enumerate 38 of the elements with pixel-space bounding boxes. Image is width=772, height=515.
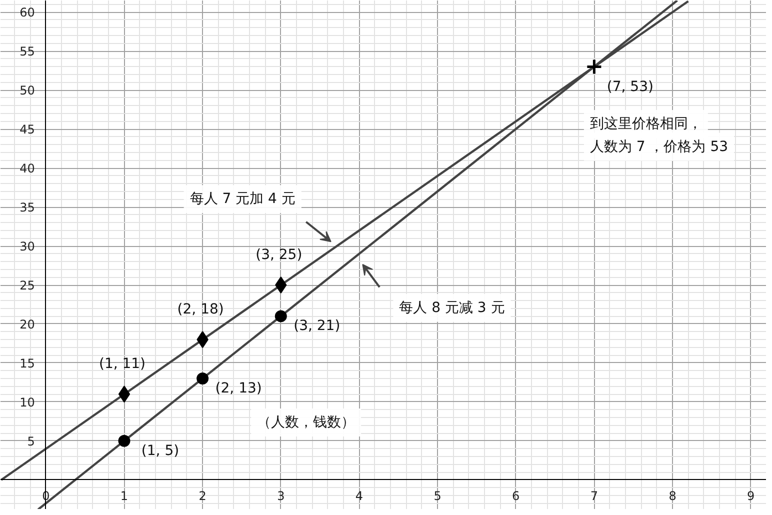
y-tick-label: 10 xyxy=(20,395,35,410)
annotation: （人数，钱数） xyxy=(257,414,356,431)
x-tick-label: 3 xyxy=(277,488,285,503)
annotation: 到这里价格相同， xyxy=(590,116,702,132)
y-tick-label: 25 xyxy=(20,278,35,293)
annotation: 每人 7 元加 4 元 xyxy=(190,191,296,208)
y-tick-label: 30 xyxy=(20,240,35,254)
point xyxy=(274,310,287,322)
x-tick-label: 6 xyxy=(512,488,520,503)
point xyxy=(118,434,130,447)
annotation: 人数为 7 ，价格为 53 xyxy=(590,138,728,155)
annotation: (3, 25) xyxy=(256,247,302,264)
point xyxy=(118,386,130,403)
x-tick-label: 1 xyxy=(120,488,128,503)
x-tick-label: 5 xyxy=(434,488,442,503)
annotation: (1, 11) xyxy=(98,356,146,372)
y-tick-label: 20 xyxy=(20,317,35,332)
y-tick-label: 45 xyxy=(20,122,35,137)
x-tick-label: 8 xyxy=(668,488,676,503)
point xyxy=(196,372,209,385)
y-tick-label: 35 xyxy=(20,200,35,215)
y-tick-label: 5 xyxy=(27,434,35,448)
annotation: 每人 8 元减 3 元 xyxy=(399,300,505,316)
x-tick-label: 9 xyxy=(747,488,755,503)
x-tick-label: 2 xyxy=(198,488,206,503)
y-tick-label: 40 xyxy=(20,162,35,176)
annotation: (2, 13) xyxy=(215,380,262,397)
y-tick-label: 50 xyxy=(20,84,35,98)
annotation: (2, 18) xyxy=(177,302,224,318)
x-tick-label: 7 xyxy=(590,488,598,503)
annotation: (7, 53) xyxy=(606,78,654,95)
point xyxy=(586,58,602,76)
y-tick-label: 15 xyxy=(20,356,35,370)
x-tick-label: 4 xyxy=(355,488,364,503)
annotation: (3, 21) xyxy=(294,318,340,334)
y-tick-label: 55 xyxy=(20,44,35,59)
annotation: (1, 5) xyxy=(141,442,180,459)
y-tick-label: 60 xyxy=(20,6,35,20)
